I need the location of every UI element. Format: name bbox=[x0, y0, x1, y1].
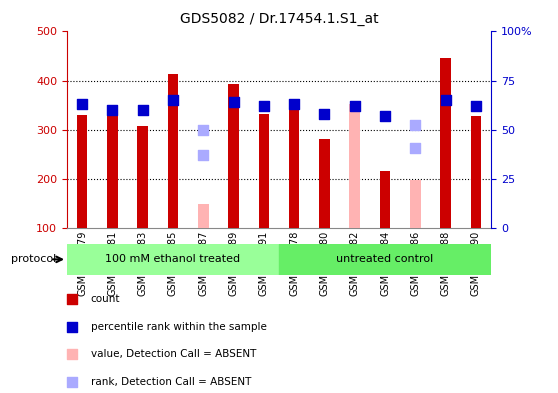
Point bbox=[411, 145, 420, 151]
Text: untreated control: untreated control bbox=[336, 254, 434, 264]
Bar bbox=[168, 74, 179, 228]
Text: percentile rank within the sample: percentile rank within the sample bbox=[90, 322, 267, 332]
Bar bbox=[319, 139, 330, 228]
Bar bbox=[379, 171, 390, 228]
Text: 100 mM ethanol treated: 100 mM ethanol treated bbox=[105, 254, 240, 264]
Bar bbox=[198, 204, 209, 228]
Point bbox=[343, 235, 352, 241]
Point bbox=[411, 122, 420, 128]
Bar bbox=[107, 107, 118, 228]
Point bbox=[381, 113, 389, 119]
Point bbox=[290, 101, 299, 107]
Bar bbox=[258, 114, 269, 228]
Bar bbox=[440, 59, 451, 228]
Bar bbox=[289, 100, 300, 228]
Bar bbox=[470, 116, 481, 228]
Point bbox=[441, 97, 450, 103]
Point bbox=[229, 99, 238, 105]
Bar bbox=[77, 115, 88, 228]
Text: protocol: protocol bbox=[11, 254, 56, 264]
Point bbox=[169, 97, 177, 103]
Bar bbox=[279, 244, 491, 275]
Bar bbox=[228, 84, 239, 228]
Bar bbox=[137, 126, 148, 228]
Bar bbox=[67, 244, 279, 275]
Bar bbox=[410, 180, 421, 228]
Point bbox=[138, 107, 147, 113]
Bar bbox=[349, 104, 360, 228]
Point bbox=[78, 101, 86, 107]
Point bbox=[472, 103, 480, 109]
Point bbox=[199, 127, 208, 134]
Point bbox=[320, 111, 329, 117]
Point bbox=[199, 152, 208, 158]
Text: value, Detection Call = ABSENT: value, Detection Call = ABSENT bbox=[90, 349, 256, 360]
Text: GDS5082 / Dr.17454.1.S1_at: GDS5082 / Dr.17454.1.S1_at bbox=[180, 12, 378, 26]
Point bbox=[108, 107, 117, 113]
Text: count: count bbox=[90, 294, 120, 305]
Point bbox=[259, 103, 268, 109]
Point bbox=[350, 103, 359, 109]
Text: rank, Detection Call = ABSENT: rank, Detection Call = ABSENT bbox=[90, 377, 251, 387]
